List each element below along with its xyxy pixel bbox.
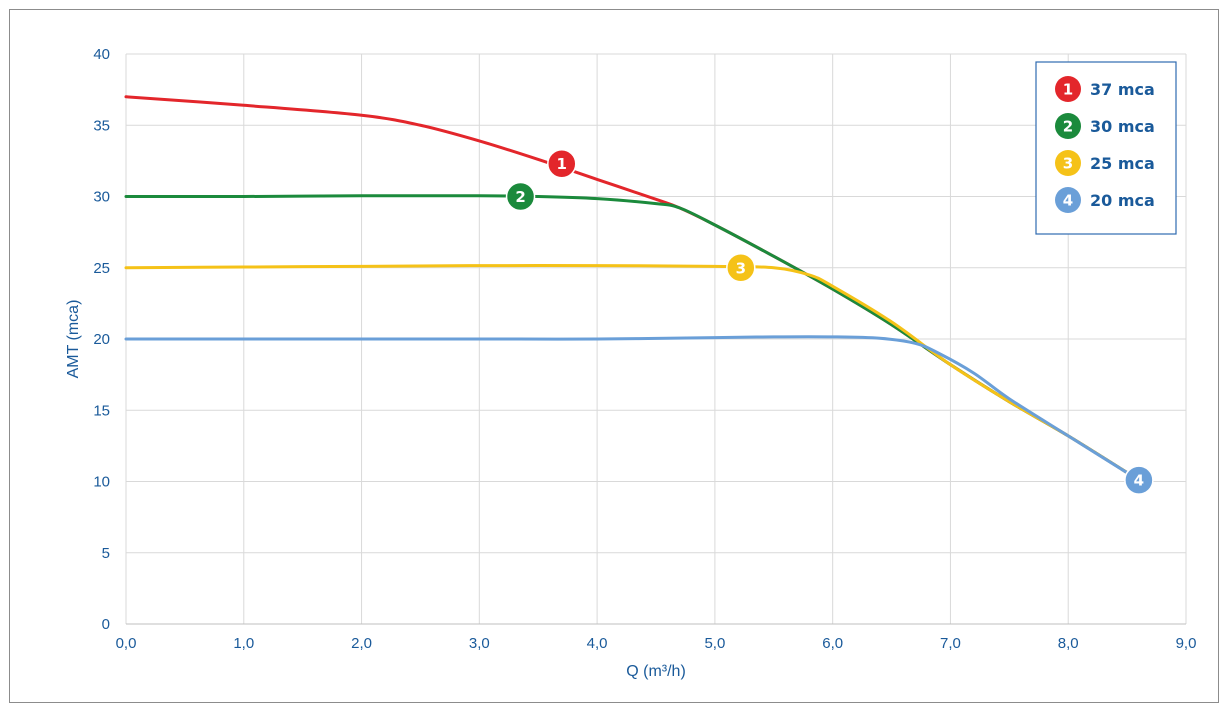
legend-marker-3 [1055, 150, 1081, 176]
legend-marker-number: 1 [1063, 81, 1073, 99]
legend-marker-number: 3 [1063, 155, 1073, 173]
series-marker-3 [726, 253, 756, 283]
y-tick-label: 0 [102, 616, 110, 633]
y-tick-label: 5 [102, 545, 110, 562]
legend: 1 37 mca 2 30 mca 3 25 mca 4 20 mca [1035, 61, 1177, 235]
y-axis-title: AMT (mca) [65, 300, 82, 379]
grid-lines [125, 53, 1187, 625]
series-marker-number: 2 [515, 188, 525, 206]
series-marker-number: 1 [557, 155, 567, 173]
x-tick-label: 3,0 [469, 635, 490, 652]
x-tick-label: 8,0 [1058, 635, 1079, 652]
legend-entry-3: 25 mca [1090, 154, 1155, 173]
x-tick-label: 1,0 [233, 635, 254, 652]
legend-marker-2 [1055, 113, 1081, 139]
series-marker-4 [1124, 465, 1154, 495]
y-tick-label: 10 [93, 474, 110, 491]
pump-curve-chart: 0,0 1,0 2,0 3,0 4,0 5,0 6,0 7,0 8,0 9,0 0 5 10 15 20 2… [65, 46, 1197, 680]
series-lines [124, 95, 1141, 482]
series-marker-number: 3 [736, 259, 746, 277]
x-tick-label: 5,0 [704, 635, 725, 652]
series-marker-2 [505, 181, 536, 212]
chart-frame: 0,0 1,0 2,0 3,0 4,0 5,0 6,0 7,0 8,0 9,0 0 5 10 15 20 2… [9, 9, 1219, 703]
x-tick-label: 9,0 [1176, 635, 1197, 652]
series-line-1 [124, 95, 1141, 482]
y-tick-labels: 0 5 10 15 20 25 30 35 40 [93, 46, 110, 633]
y-tick-label: 20 [93, 331, 110, 348]
legend-marker-number: 2 [1063, 118, 1073, 136]
y-tick-label: 35 [93, 117, 110, 134]
x-tick-labels: 0,0 1,0 2,0 3,0 4,0 5,0 6,0 7,0 8,0 9,0 [116, 635, 1197, 652]
x-tick-label: 6,0 [822, 635, 843, 652]
legend-entry-4: 20 mca [1090, 191, 1155, 210]
series-line-3 [124, 264, 1141, 482]
legend-entry-1: 37 mca [1090, 80, 1155, 99]
series-line-4 [124, 335, 1141, 482]
y-tick-label: 25 [93, 260, 110, 277]
x-axis-title: Q (m³/h) [626, 663, 686, 680]
legend-marker-number: 4 [1063, 192, 1073, 210]
legend-entry-2: 30 mca [1090, 117, 1155, 136]
legend-marker-4 [1055, 187, 1081, 213]
y-tick-label: 30 [93, 189, 110, 206]
series-marker-number: 4 [1134, 472, 1144, 490]
y-tick-label: 40 [93, 46, 110, 63]
series-marker-1 [547, 148, 577, 179]
x-tick-label: 7,0 [940, 635, 961, 652]
x-tick-label: 4,0 [587, 635, 608, 652]
series-markers: 1 2 3 4 [505, 148, 1154, 495]
legend-marker-1 [1055, 76, 1081, 102]
y-tick-label: 15 [93, 402, 110, 419]
x-tick-label: 2,0 [351, 635, 372, 652]
x-tick-label: 0,0 [116, 635, 137, 652]
